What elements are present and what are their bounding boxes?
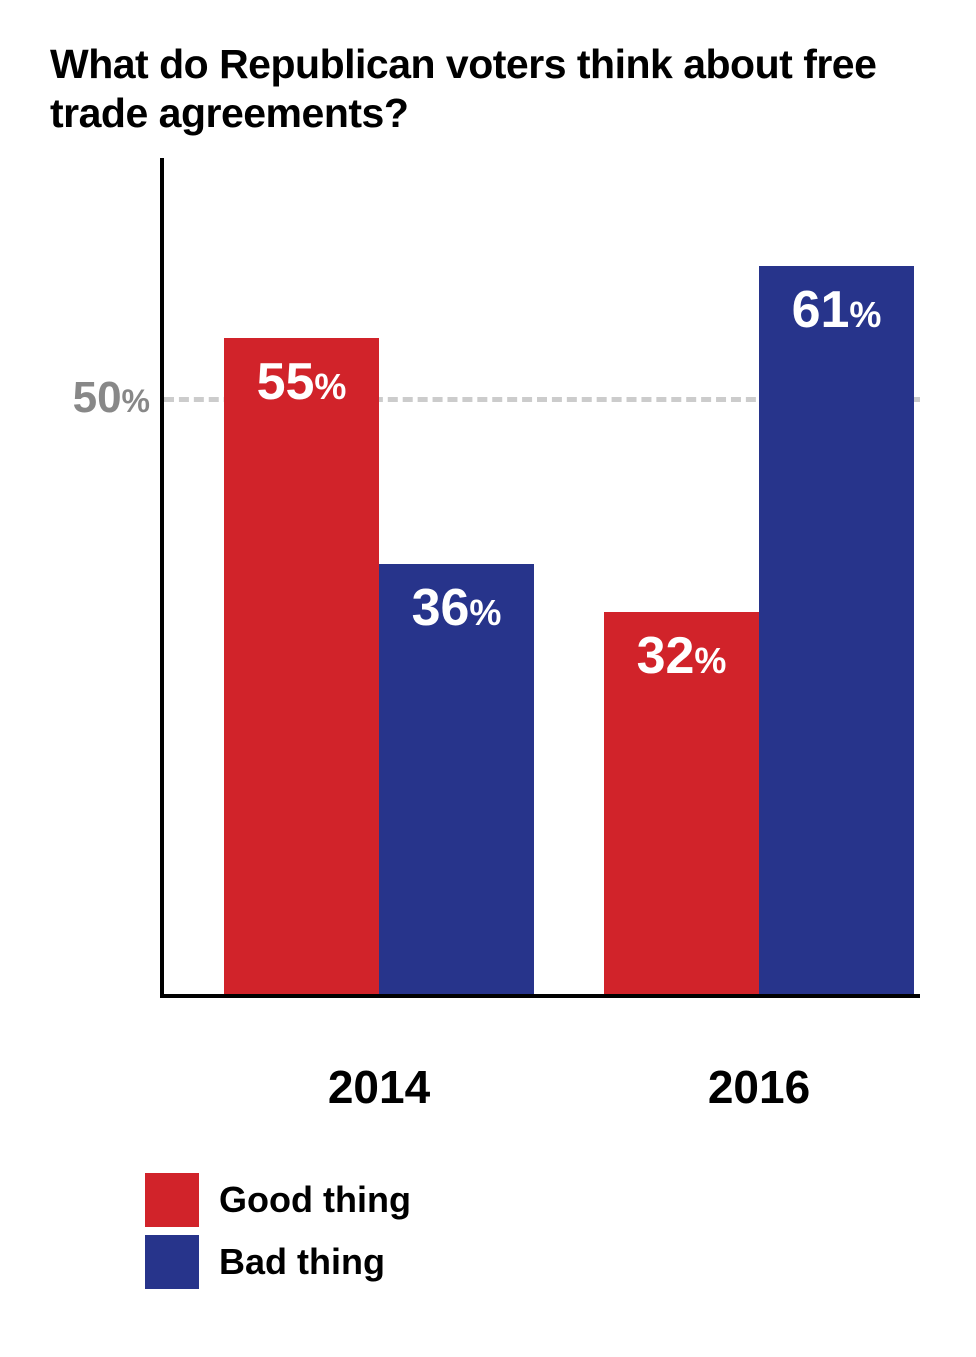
chart-title: What do Republican voters think about fr… <box>50 40 926 138</box>
bar-suffix: % <box>849 294 881 335</box>
x-label-2016: 2016 <box>604 1060 914 1114</box>
chart-container: What do Republican voters think about fr… <box>0 0 976 1357</box>
bar-suffix: % <box>314 366 346 407</box>
x-axis <box>160 994 920 998</box>
legend-label: Bad thing <box>219 1241 385 1283</box>
bar-label: 55% <box>257 352 347 412</box>
bar-group-2016: 32%61% <box>604 266 914 995</box>
bar-2014-good: 55% <box>224 338 379 995</box>
bar-label: 36% <box>412 578 502 638</box>
bar-label: 61% <box>792 280 882 340</box>
bar-2016-bad: 61% <box>759 266 914 995</box>
legend-swatch <box>145 1235 199 1289</box>
legend-item: Bad thing <box>145 1235 411 1289</box>
bars-container: 55%36%32%61% <box>164 158 920 994</box>
bar-2014-bad: 36% <box>379 564 534 994</box>
bar-label: 32% <box>637 626 727 686</box>
x-label-2014: 2014 <box>224 1060 534 1114</box>
bar-value: 61 <box>792 281 850 339</box>
bar-suffix: % <box>694 640 726 681</box>
legend-swatch <box>145 1173 199 1227</box>
legend-label: Good thing <box>219 1179 411 1221</box>
bar-value: 36 <box>412 579 470 637</box>
y-tick-value: 50 <box>73 373 122 422</box>
bar-2016-good: 32% <box>604 612 759 994</box>
legend-item: Good thing <box>145 1173 411 1227</box>
legend: Good thing Bad thing <box>145 1173 411 1297</box>
bar-suffix: % <box>469 592 501 633</box>
bar-value: 55 <box>257 353 315 411</box>
bar-group-2014: 55%36% <box>224 338 534 995</box>
chart-area: 50% 55%36%32%61% 20142016 <box>110 158 926 1078</box>
y-tick-suffix: % <box>122 383 150 419</box>
bar-value: 32 <box>637 627 695 685</box>
y-axis-label: 50% <box>50 373 150 423</box>
